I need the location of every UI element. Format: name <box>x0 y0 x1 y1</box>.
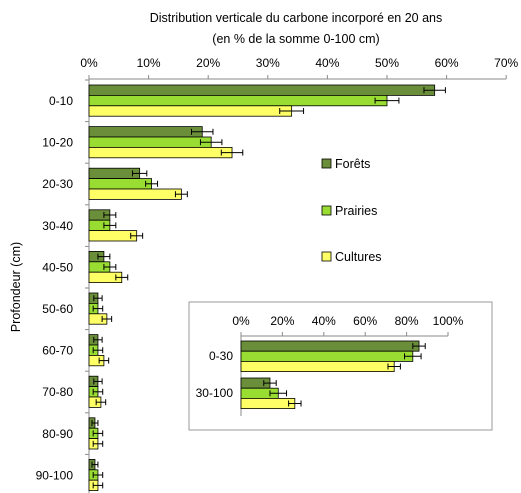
inset-bar <box>240 340 420 352</box>
legend-swatch <box>321 251 332 262</box>
bar <box>88 230 138 242</box>
inset-x-tick-label: 40% <box>312 314 336 328</box>
inset-x-tick-label: 20% <box>270 314 294 328</box>
legend-swatch <box>321 205 332 216</box>
category-label: 50-60 <box>42 302 73 316</box>
bar <box>88 84 436 96</box>
x-tick-label: 70% <box>494 56 518 70</box>
bar <box>88 126 203 138</box>
category-label: 70-80 <box>42 385 73 399</box>
bar <box>88 95 388 107</box>
category-label: 10-20 <box>42 136 73 150</box>
x-tick-label: 20% <box>196 56 220 70</box>
inset-x-tick-label: 80% <box>395 314 419 328</box>
inset-x-tick-label: 100% <box>433 314 464 328</box>
inset-x-tick-label: 0% <box>232 314 250 328</box>
chart-subtitle: (en % de la somme 0-100 cm) <box>212 32 379 46</box>
chart-title: Distribution verticale du carbone incorp… <box>150 11 443 25</box>
category-label: 30-40 <box>42 219 73 233</box>
inset-bar <box>240 360 395 372</box>
x-tick-label: 60% <box>435 56 459 70</box>
bar <box>88 146 233 159</box>
inset-category-label: 0-30 <box>209 349 233 363</box>
category-label: 0-10 <box>49 94 73 108</box>
inset-category-label: 30-100 <box>196 386 234 400</box>
y-axis-label: Profondeur (cm) <box>9 242 23 332</box>
inset-x-tick-label: 60% <box>353 314 377 328</box>
legend-swatch <box>321 158 332 169</box>
inset-bar <box>240 350 414 362</box>
category-label: 20-30 <box>42 177 73 191</box>
x-tick-label: 30% <box>256 56 280 70</box>
inset-bar <box>240 397 296 409</box>
legend-label: Cultures <box>335 250 382 264</box>
x-tick-label: 10% <box>137 56 161 70</box>
x-tick-label: 40% <box>315 56 339 70</box>
bar <box>88 136 212 148</box>
x-tick-label: 50% <box>375 56 399 70</box>
category-label: 80-90 <box>42 427 73 441</box>
legend-label: Prairies <box>335 204 377 218</box>
bar <box>88 188 182 200</box>
legend-label: Forêts <box>335 157 370 171</box>
category-label: 60-70 <box>42 344 73 358</box>
x-tick-label: 0% <box>80 56 98 70</box>
bar <box>88 178 152 190</box>
category-label: 40-50 <box>42 260 73 274</box>
category-label: 90-100 <box>36 468 74 482</box>
bar <box>88 105 293 117</box>
